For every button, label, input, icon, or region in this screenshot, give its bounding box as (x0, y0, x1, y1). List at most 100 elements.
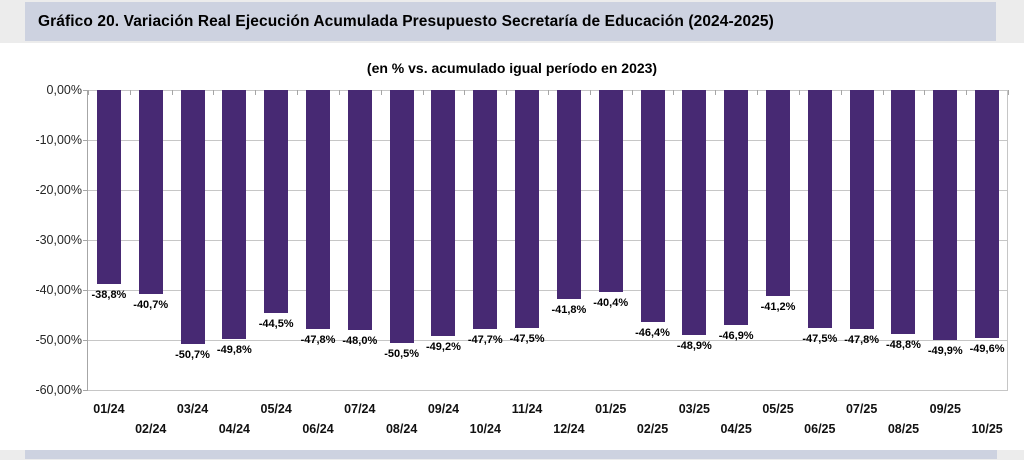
bar (640, 90, 665, 322)
x-tick-label: 03/25 (678, 402, 710, 416)
bottom-band (25, 450, 997, 459)
bar (347, 90, 372, 330)
gridline (88, 290, 1008, 291)
value-label: -50,7% (175, 348, 210, 361)
bar (975, 90, 1000, 338)
x-axis-tick (924, 90, 926, 95)
bar (891, 90, 916, 334)
x-tick-label: 05/25 (762, 402, 794, 416)
y-axis-tick (83, 290, 88, 291)
bar (473, 90, 498, 329)
value-label: -40,4% (593, 297, 629, 309)
gridline (88, 390, 1008, 391)
x-tick-label: 04/24 (218, 422, 250, 436)
x-axis-tick (129, 90, 131, 95)
value-label: -47,7% (467, 333, 503, 346)
bar (598, 90, 623, 292)
value-label: -50,5% (384, 347, 420, 360)
x-tick-label: 01/25 (595, 402, 627, 416)
value-label: -46,4% (635, 327, 670, 339)
y-axis-tick (83, 190, 88, 191)
x-tick-label: 05/24 (260, 402, 292, 416)
bar (556, 90, 581, 299)
y-tick-label: -40,00% (35, 283, 82, 297)
x-tick-label: 03/24 (176, 402, 209, 416)
bar (682, 90, 707, 335)
x-axis-tick (882, 90, 884, 95)
y-tick-label: -50,00% (35, 333, 82, 347)
bar (264, 90, 289, 313)
x-tick-label: 08/25 (887, 422, 920, 436)
top-strip: Gráfico 20. Variación Real Ejecución Acu… (0, 0, 1024, 43)
bar (138, 90, 163, 294)
bottom-strip (0, 450, 1024, 460)
value-label: -49,9% (927, 344, 963, 357)
x-axis-tick (380, 90, 382, 95)
chart-subtitle: (en % vs. acumulado igual período en 202… (366, 60, 658, 76)
value-label: -48,0% (342, 335, 378, 347)
value-label: -48,9% (676, 339, 712, 352)
x-tick-label: 08/24 (385, 422, 418, 436)
x-tick-label: 11/24 (511, 402, 543, 416)
x-tick-label: 02/25 (636, 422, 669, 436)
chart-title: Gráfico 20. Variación Real Ejecución Acu… (38, 12, 774, 30)
x-axis-tick (171, 90, 173, 95)
y-tick-label: -20,00% (35, 183, 82, 197)
gridline (88, 240, 1008, 241)
y-axis-tick (83, 240, 88, 241)
x-axis-tick (673, 90, 675, 95)
x-axis-tick (798, 90, 800, 95)
gridline (88, 190, 1008, 191)
y-tick-label: 0,00% (46, 83, 82, 97)
value-label: -49,6% (969, 343, 1005, 355)
bar (515, 90, 540, 328)
bar (180, 90, 205, 344)
value-label: -49,2% (426, 341, 461, 353)
bar (933, 90, 958, 340)
x-axis-tick (464, 90, 466, 95)
bar (389, 90, 414, 343)
bar (724, 90, 749, 325)
value-label: -41,8% (551, 304, 587, 316)
x-axis-tick (422, 90, 424, 95)
value-label: -40,7% (133, 298, 169, 311)
bar (96, 90, 121, 284)
y-axis-tick (83, 390, 88, 391)
x-axis-tick (1008, 90, 1009, 95)
gridline (88, 340, 1008, 341)
x-axis-tick (88, 90, 89, 95)
x-axis-tick (631, 90, 633, 95)
bar (849, 90, 874, 329)
x-tick-label: 06/25 (804, 422, 836, 436)
x-axis-tick (548, 90, 549, 95)
value-label: -47,5% (802, 332, 838, 345)
x-axis-tick (715, 90, 717, 95)
value-label: -46,9% (718, 329, 754, 342)
y-axis-tick (83, 90, 88, 91)
y-axis-tick (83, 340, 88, 341)
x-axis-tick (966, 90, 968, 95)
gridline (88, 140, 1008, 141)
x-axis-tick (297, 90, 299, 95)
x-tick-label: 09/24 (427, 402, 460, 416)
value-label: -38,8% (91, 289, 127, 301)
chart-title-band: Gráfico 20. Variación Real Ejecución Acu… (25, 2, 996, 41)
x-tick-label: 02/24 (135, 422, 167, 436)
x-tick-label: 12/24 (553, 422, 585, 436)
value-label: -47,5% (509, 332, 545, 345)
x-tick-label: 01/24 (93, 402, 125, 416)
value-label: -41,2% (760, 301, 796, 313)
plot-area: 0,00% -10,00% -20,00% -30,00% -40,00% -50,00%… (35, 83, 1009, 436)
x-axis-tick (213, 90, 215, 95)
x-axis-tick (255, 90, 257, 95)
value-label: -47,8% (844, 334, 880, 346)
y-tick-label: -60,00% (35, 383, 82, 397)
x-tick-label: 10/25 (971, 422, 1003, 436)
x-axis-tick (506, 90, 508, 95)
x-axis-tick (589, 90, 591, 95)
x-tick-label: 07/24 (344, 402, 376, 416)
value-label: -49,8% (216, 344, 252, 356)
y-axis-tick (83, 140, 88, 141)
y-tick-label: -10,00% (35, 133, 82, 147)
